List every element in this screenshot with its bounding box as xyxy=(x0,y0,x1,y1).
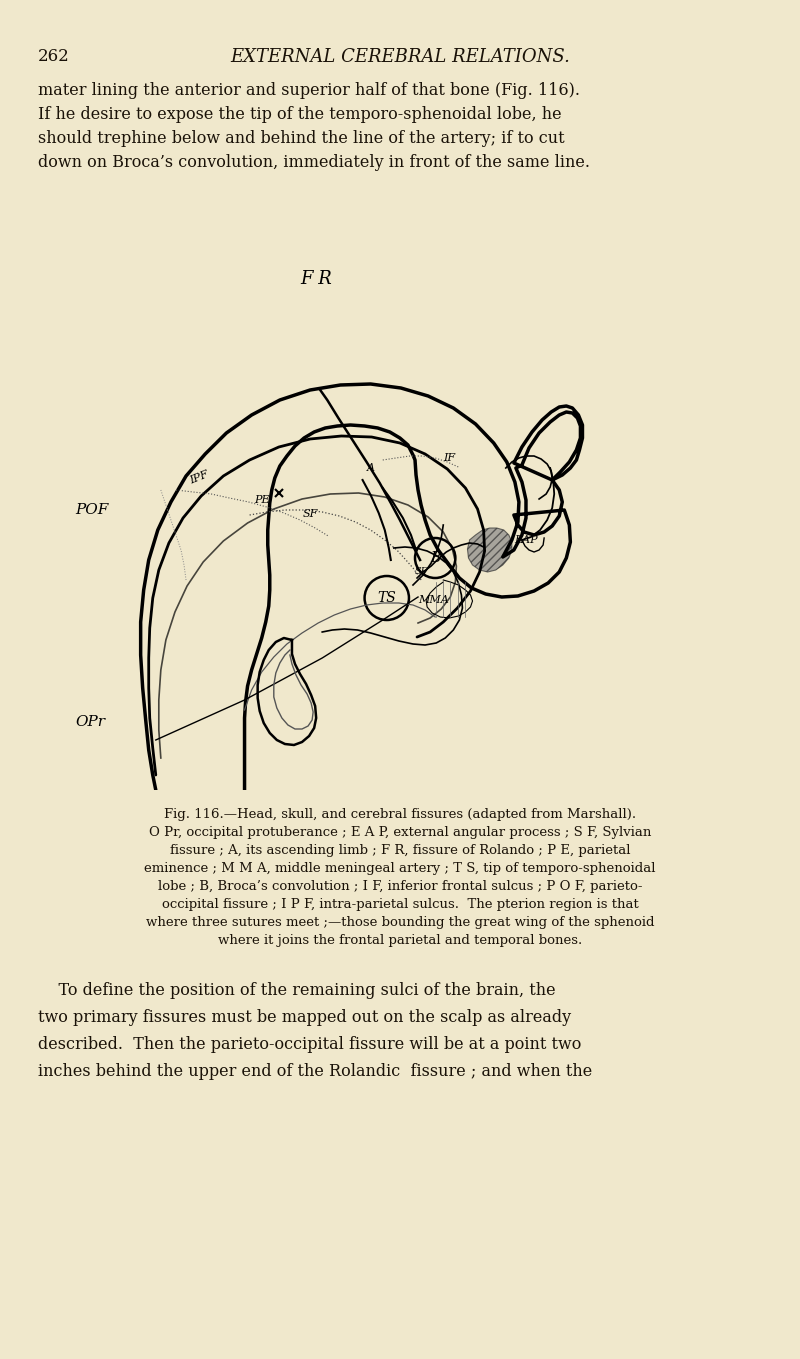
Text: mater lining the anterior and superior half of that bone (Fig. 116).: mater lining the anterior and superior h… xyxy=(38,82,580,99)
Text: described.  Then the parieto-occipital fissure will be at a point two: described. Then the parieto-occipital fi… xyxy=(38,1036,582,1053)
Text: IF: IF xyxy=(443,453,455,463)
Text: POF: POF xyxy=(75,503,109,516)
Text: Fig. 116.—Head, skull, and cerebral fissures (adapted from Marshall).: Fig. 116.—Head, skull, and cerebral fiss… xyxy=(164,809,636,821)
Text: should trephine below and behind the line of the artery; if to cut: should trephine below and behind the lin… xyxy=(38,130,565,147)
Text: down on Broca’s convolution, immediately in front of the same line.: down on Broca’s convolution, immediately… xyxy=(38,154,590,171)
Text: MMA: MMA xyxy=(418,595,449,605)
Text: where it joins the frontal parietal and temporal bones.: where it joins the frontal parietal and … xyxy=(218,934,582,947)
Text: SF: SF xyxy=(302,510,318,519)
Text: If he desire to expose the tip of the temporo-sphenoidal lobe, he: If he desire to expose the tip of the te… xyxy=(38,106,562,124)
Text: eminence ; M M A, middle meningeal artery ; T S, tip of temporo-sphenoidal: eminence ; M M A, middle meningeal arter… xyxy=(144,862,656,875)
Text: lobe ; B, Broca’s convolution ; I F, inferior frontal sulcus ; P O F, parieto-: lobe ; B, Broca’s convolution ; I F, inf… xyxy=(158,881,642,893)
Text: To define the position of the remaining sulci of the brain, the: To define the position of the remaining … xyxy=(38,983,556,999)
Text: 262: 262 xyxy=(38,48,70,65)
Text: inches behind the upper end of the Rolandic  fissure ; and when the: inches behind the upper end of the Rolan… xyxy=(38,1063,592,1080)
Text: EXTERNAL CEREBRAL RELATIONS.: EXTERNAL CEREBRAL RELATIONS. xyxy=(230,48,570,67)
Text: A: A xyxy=(366,463,374,473)
Text: IPF: IPF xyxy=(188,470,210,487)
Text: B: B xyxy=(430,550,440,565)
Text: EAP: EAP xyxy=(514,535,538,545)
Text: OPr: OPr xyxy=(75,715,105,728)
Text: PE: PE xyxy=(254,495,270,506)
Polygon shape xyxy=(467,529,512,572)
Text: O Pr, occipital protuberance ; E A P, external angular process ; S F, Sylvian: O Pr, occipital protuberance ; E A P, ex… xyxy=(149,826,651,839)
Text: SF: SF xyxy=(415,568,428,576)
Text: F R: F R xyxy=(300,270,332,288)
Text: two primary fissures must be mapped out on the scalp as already: two primary fissures must be mapped out … xyxy=(38,1008,571,1026)
Text: TS: TS xyxy=(378,591,396,605)
Text: where three sutures meet ;—those bounding the great wing of the sphenoid: where three sutures meet ;—those boundin… xyxy=(146,916,654,930)
Text: fissure ; A, its ascending limb ; F R, fissure of Rolando ; P E, parietal: fissure ; A, its ascending limb ; F R, f… xyxy=(170,844,630,858)
Text: occipital fissure ; I P F, intra-parietal sulcus.  The pterion region is that: occipital fissure ; I P F, intra-parieta… xyxy=(162,898,638,911)
